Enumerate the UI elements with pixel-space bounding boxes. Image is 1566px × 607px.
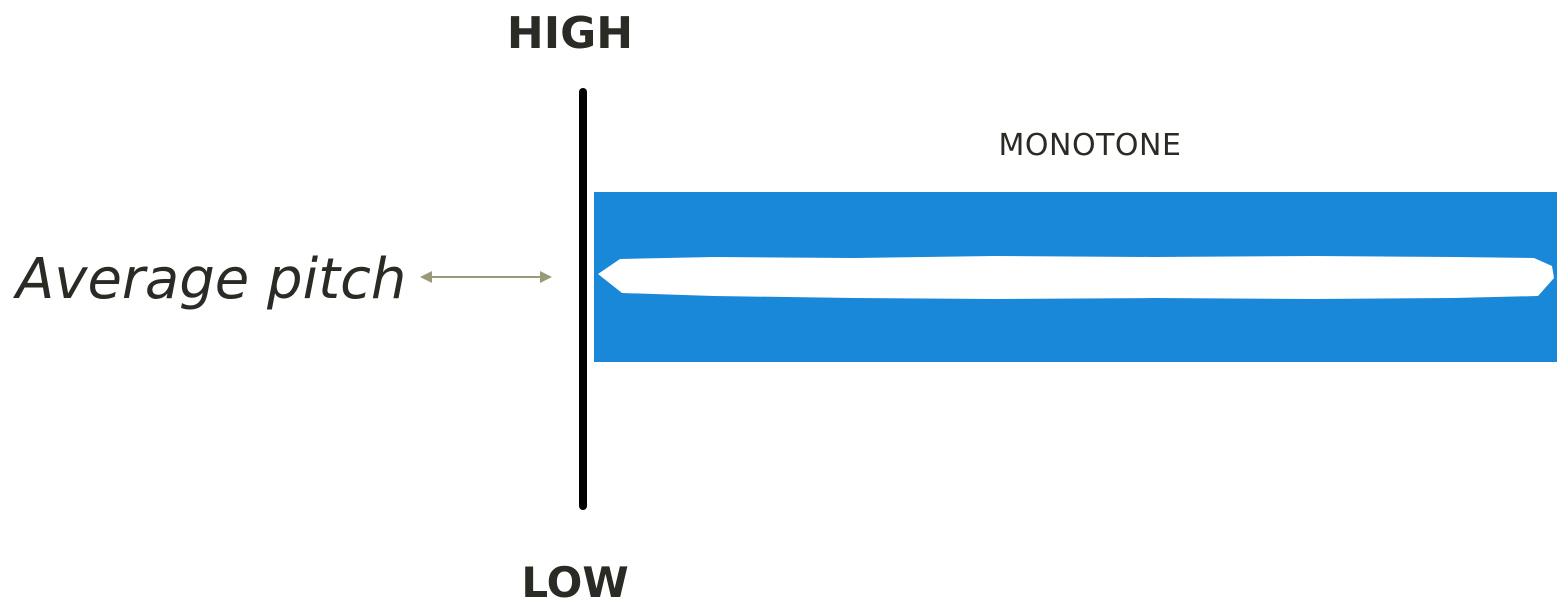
low-label: LOW xyxy=(521,558,629,607)
average-pitch-label: Average pitch xyxy=(16,247,407,312)
pitch-axis-line xyxy=(579,88,587,510)
monotone-panel xyxy=(594,192,1557,362)
monotone-title: MONOTONE xyxy=(998,128,1182,163)
double-headed-arrow-icon xyxy=(420,271,552,283)
high-label: HIGH xyxy=(506,8,634,59)
pitch-trace xyxy=(598,256,1554,299)
